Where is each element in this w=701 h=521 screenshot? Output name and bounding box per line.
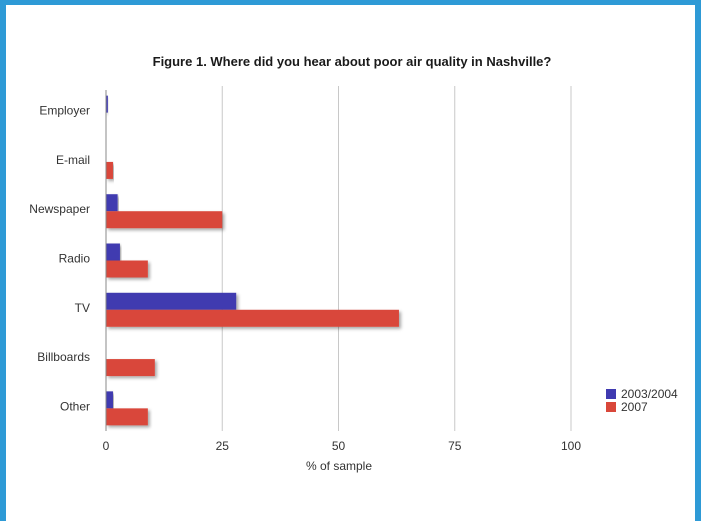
bar xyxy=(106,95,108,113)
category-label: Employer xyxy=(39,104,90,118)
category-label: E-mail xyxy=(56,153,90,167)
legend-swatch xyxy=(606,389,616,399)
bar xyxy=(106,292,237,310)
chart-title: Figure 1. Where did you hear about poor … xyxy=(153,54,552,69)
bar xyxy=(106,194,118,212)
bar xyxy=(106,391,113,409)
bar xyxy=(106,161,113,179)
bar xyxy=(106,260,148,278)
category-label: TV xyxy=(75,301,90,315)
category-label: Radio xyxy=(59,252,91,266)
bars xyxy=(106,95,399,426)
x-tick-labels: 0 25 50 75 100 xyxy=(103,439,582,453)
x-tick-label: 50 xyxy=(332,439,346,453)
bar xyxy=(106,309,399,327)
category-labels: Employer E-mail Newspaper Radio TV Billboards… xyxy=(29,104,90,414)
bar xyxy=(106,408,148,426)
bar xyxy=(106,211,223,229)
x-axis-label: % of sample xyxy=(306,459,372,473)
category-label: Other xyxy=(60,399,90,413)
bar xyxy=(106,359,155,377)
category-label: Billboards xyxy=(37,350,90,364)
legend-swatch xyxy=(606,402,616,412)
x-tick-label: 100 xyxy=(561,439,581,453)
category-label: Newspaper xyxy=(29,202,90,216)
grid-lines xyxy=(221,86,572,431)
x-tick-label: 0 xyxy=(103,439,110,453)
x-tick-label: 75 xyxy=(448,439,462,453)
legend-label: 2003/2004 xyxy=(621,387,678,401)
legend-label: 2007 xyxy=(621,400,648,414)
bar xyxy=(106,243,120,261)
x-tick-label: 25 xyxy=(216,439,230,453)
